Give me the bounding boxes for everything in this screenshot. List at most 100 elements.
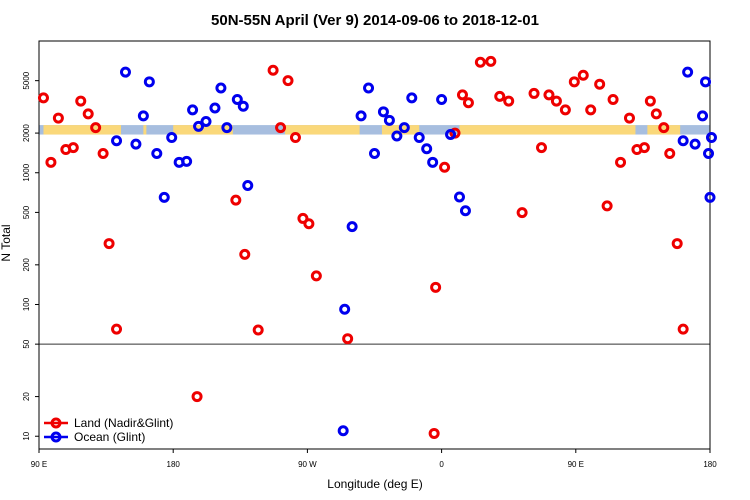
land-point xyxy=(543,89,555,101)
land-point xyxy=(289,132,301,144)
land-point xyxy=(430,281,442,293)
land-point xyxy=(503,95,515,107)
land-point xyxy=(623,112,635,124)
plot-area: 90 E 180 90 W 0 90 E 180 10 20 50 100 200 500 1000 20… xyxy=(22,40,717,469)
y-tick-label: 20 xyxy=(22,392,31,401)
land-point xyxy=(239,248,251,260)
ocean-point xyxy=(200,115,212,127)
ocean-point xyxy=(369,147,380,159)
ocean-point xyxy=(339,303,351,315)
land-point xyxy=(601,200,613,212)
land-point xyxy=(310,270,322,282)
land-point xyxy=(664,147,676,159)
land-point xyxy=(644,95,656,107)
ocean-point xyxy=(337,425,349,437)
ocean-point xyxy=(398,122,410,134)
land-point xyxy=(550,95,562,107)
land-band-segment xyxy=(43,125,122,135)
ocean-point xyxy=(413,132,425,144)
land-point xyxy=(37,92,49,104)
legend-ocean-label: Ocean (Glint) xyxy=(74,430,145,444)
legend-land-marker xyxy=(50,417,62,429)
ocean-point xyxy=(697,110,709,122)
land-point xyxy=(638,142,650,154)
ocean-point xyxy=(705,132,717,144)
ocean-point xyxy=(242,180,254,192)
ocean-point xyxy=(436,93,448,105)
ocean-point xyxy=(682,66,694,78)
ocean-point xyxy=(166,132,178,144)
land-point xyxy=(439,161,451,173)
land-point xyxy=(267,64,279,76)
land-point xyxy=(75,95,87,107)
ocean-point xyxy=(355,110,367,122)
x-tick-label: 180 xyxy=(703,460,717,469)
land-point xyxy=(52,112,64,124)
land-point xyxy=(559,104,571,116)
y-tick-label: 2000 xyxy=(22,124,31,142)
ocean-point xyxy=(158,191,170,203)
ocean-point xyxy=(215,82,227,94)
ocean-point xyxy=(704,191,716,203)
ocean-point xyxy=(221,122,233,134)
ocean-point xyxy=(445,129,457,141)
x-tick-label: 0 xyxy=(439,460,444,469)
ocean-band xyxy=(39,125,710,135)
ocean-point xyxy=(421,143,433,155)
land-point xyxy=(456,89,468,101)
land-point xyxy=(97,147,109,159)
ocean-point xyxy=(677,135,689,147)
land-point xyxy=(485,55,497,67)
ocean-point xyxy=(111,135,123,147)
land-point xyxy=(536,142,548,154)
ocean-point xyxy=(363,82,375,94)
ocean-point xyxy=(689,138,701,150)
ocean-point xyxy=(427,156,439,168)
ocean-point xyxy=(391,130,403,142)
legend: Land (Nadir&Glint) Ocean (Glint) xyxy=(44,416,173,444)
y-tick-label: 1000 xyxy=(22,163,31,181)
legend-land-label: Land (Nadir&Glint) xyxy=(74,416,173,430)
ocean-point xyxy=(187,104,199,116)
land-point xyxy=(230,194,242,206)
ocean-point xyxy=(193,120,205,132)
x-tick-label: 90 W xyxy=(298,460,317,469)
land-point xyxy=(494,90,506,102)
land-point xyxy=(658,122,670,134)
x-axis-label: Longitude (deg E) xyxy=(327,477,422,491)
ocean-point xyxy=(143,76,155,88)
ocean-point xyxy=(453,191,465,203)
land-point xyxy=(45,156,57,168)
land-point xyxy=(585,104,597,116)
land-point xyxy=(82,108,94,120)
land-point xyxy=(90,122,102,134)
x-tick-label: 180 xyxy=(167,460,181,469)
land-point xyxy=(103,238,115,250)
land-point xyxy=(191,391,203,403)
land-point xyxy=(671,238,683,250)
legend-ocean-marker xyxy=(50,431,62,443)
ocean-point xyxy=(119,66,131,78)
y-tick-label: 100 xyxy=(22,297,31,311)
land-point xyxy=(67,142,79,154)
x-tick-label: 90 E xyxy=(568,460,584,469)
land-point xyxy=(615,156,627,168)
x-tick-label: 90 E xyxy=(31,460,47,469)
ocean-point xyxy=(346,221,358,233)
land-point xyxy=(577,69,589,81)
land-point xyxy=(297,212,309,224)
ocean-point xyxy=(231,93,243,105)
land-point xyxy=(568,76,580,88)
ocean-point xyxy=(130,138,142,150)
land-point xyxy=(252,324,264,336)
land-point xyxy=(677,323,689,335)
land-band-segment xyxy=(173,125,233,135)
ocean-point xyxy=(459,205,471,217)
ocean-point xyxy=(209,102,221,114)
land-point xyxy=(474,56,486,68)
land-point xyxy=(275,122,287,134)
ocean-point xyxy=(406,92,418,104)
land-point xyxy=(650,108,662,120)
ocean-point xyxy=(237,100,249,112)
y-axis-label: N Total xyxy=(0,224,13,261)
